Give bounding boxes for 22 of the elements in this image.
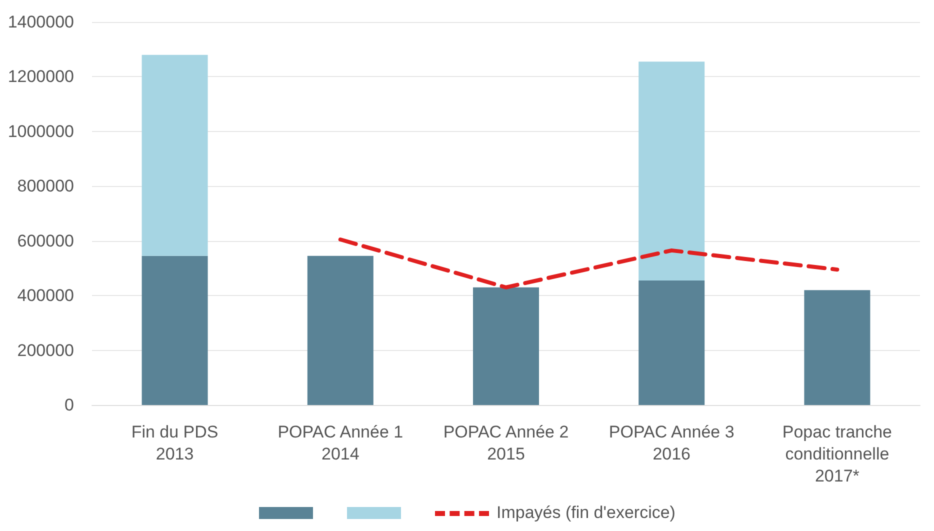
y-tick-label: 200000	[17, 340, 74, 360]
bar	[142, 54, 208, 256]
y-tick-label: 0	[64, 396, 74, 414]
y-tick-label: 600000	[17, 231, 74, 250]
x-tick-label: POPAC Année 2 2015	[443, 422, 569, 464]
bar	[307, 256, 374, 405]
bar	[804, 290, 870, 405]
y-tick-label: 1400000	[8, 12, 74, 32]
y-tick-label: 1200000	[8, 67, 74, 86]
bar	[473, 287, 539, 405]
line-series	[338, 237, 840, 290]
bar	[638, 280, 705, 405]
x-tick-label: Popac tranche conditionnelle 2017*	[782, 422, 892, 486]
legend-label: Impayés (fin d'exercice)	[496, 503, 676, 523]
x-tick-label: Fin du PDS 2013	[131, 422, 218, 464]
y-tick-label: 400000	[17, 286, 74, 306]
x-tick-label: POPAC Année 1 2014	[278, 422, 404, 464]
y-tick-label: 1000000	[8, 122, 74, 141]
x-tick-label: POPAC Année 3 2016	[608, 422, 734, 464]
y-tick-label: 800000	[17, 176, 74, 196]
bar	[142, 256, 208, 405]
bar	[638, 62, 705, 281]
